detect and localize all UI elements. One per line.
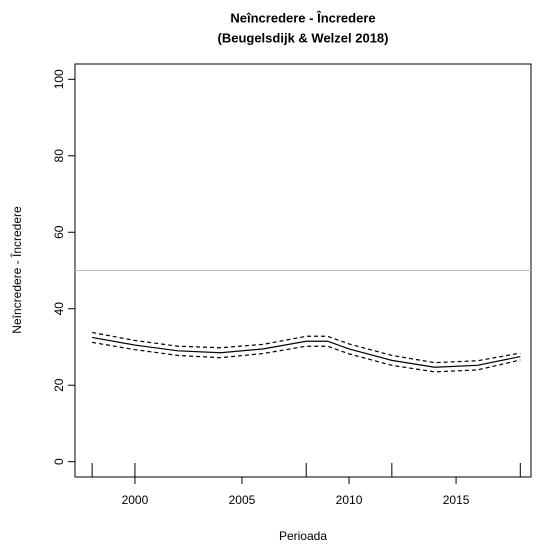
x-axis-label: Perioada xyxy=(279,529,327,543)
x-tick-label: 2005 xyxy=(229,493,256,507)
line-series xyxy=(92,341,521,373)
y-tick-label: 0 xyxy=(52,458,66,465)
y-tick-label: 80 xyxy=(52,149,66,163)
x-tick-label: 2010 xyxy=(336,493,363,507)
y-axis-label: Neîncredere - Încredere xyxy=(9,206,24,334)
x-tick-label: 2015 xyxy=(443,493,470,507)
x-tick-label: 2000 xyxy=(122,493,149,507)
y-tick-label: 60 xyxy=(52,225,66,239)
line-series xyxy=(92,331,521,364)
y-tick-label: 100 xyxy=(52,69,66,89)
y-tick-label: 40 xyxy=(52,302,66,316)
line-series xyxy=(92,336,521,368)
chart-subtitle: (Beugelsdijk & Welzel 2018) xyxy=(218,30,389,45)
chart-title: Neîncredere - Încredere xyxy=(230,10,375,25)
y-tick-label: 20 xyxy=(52,378,66,392)
